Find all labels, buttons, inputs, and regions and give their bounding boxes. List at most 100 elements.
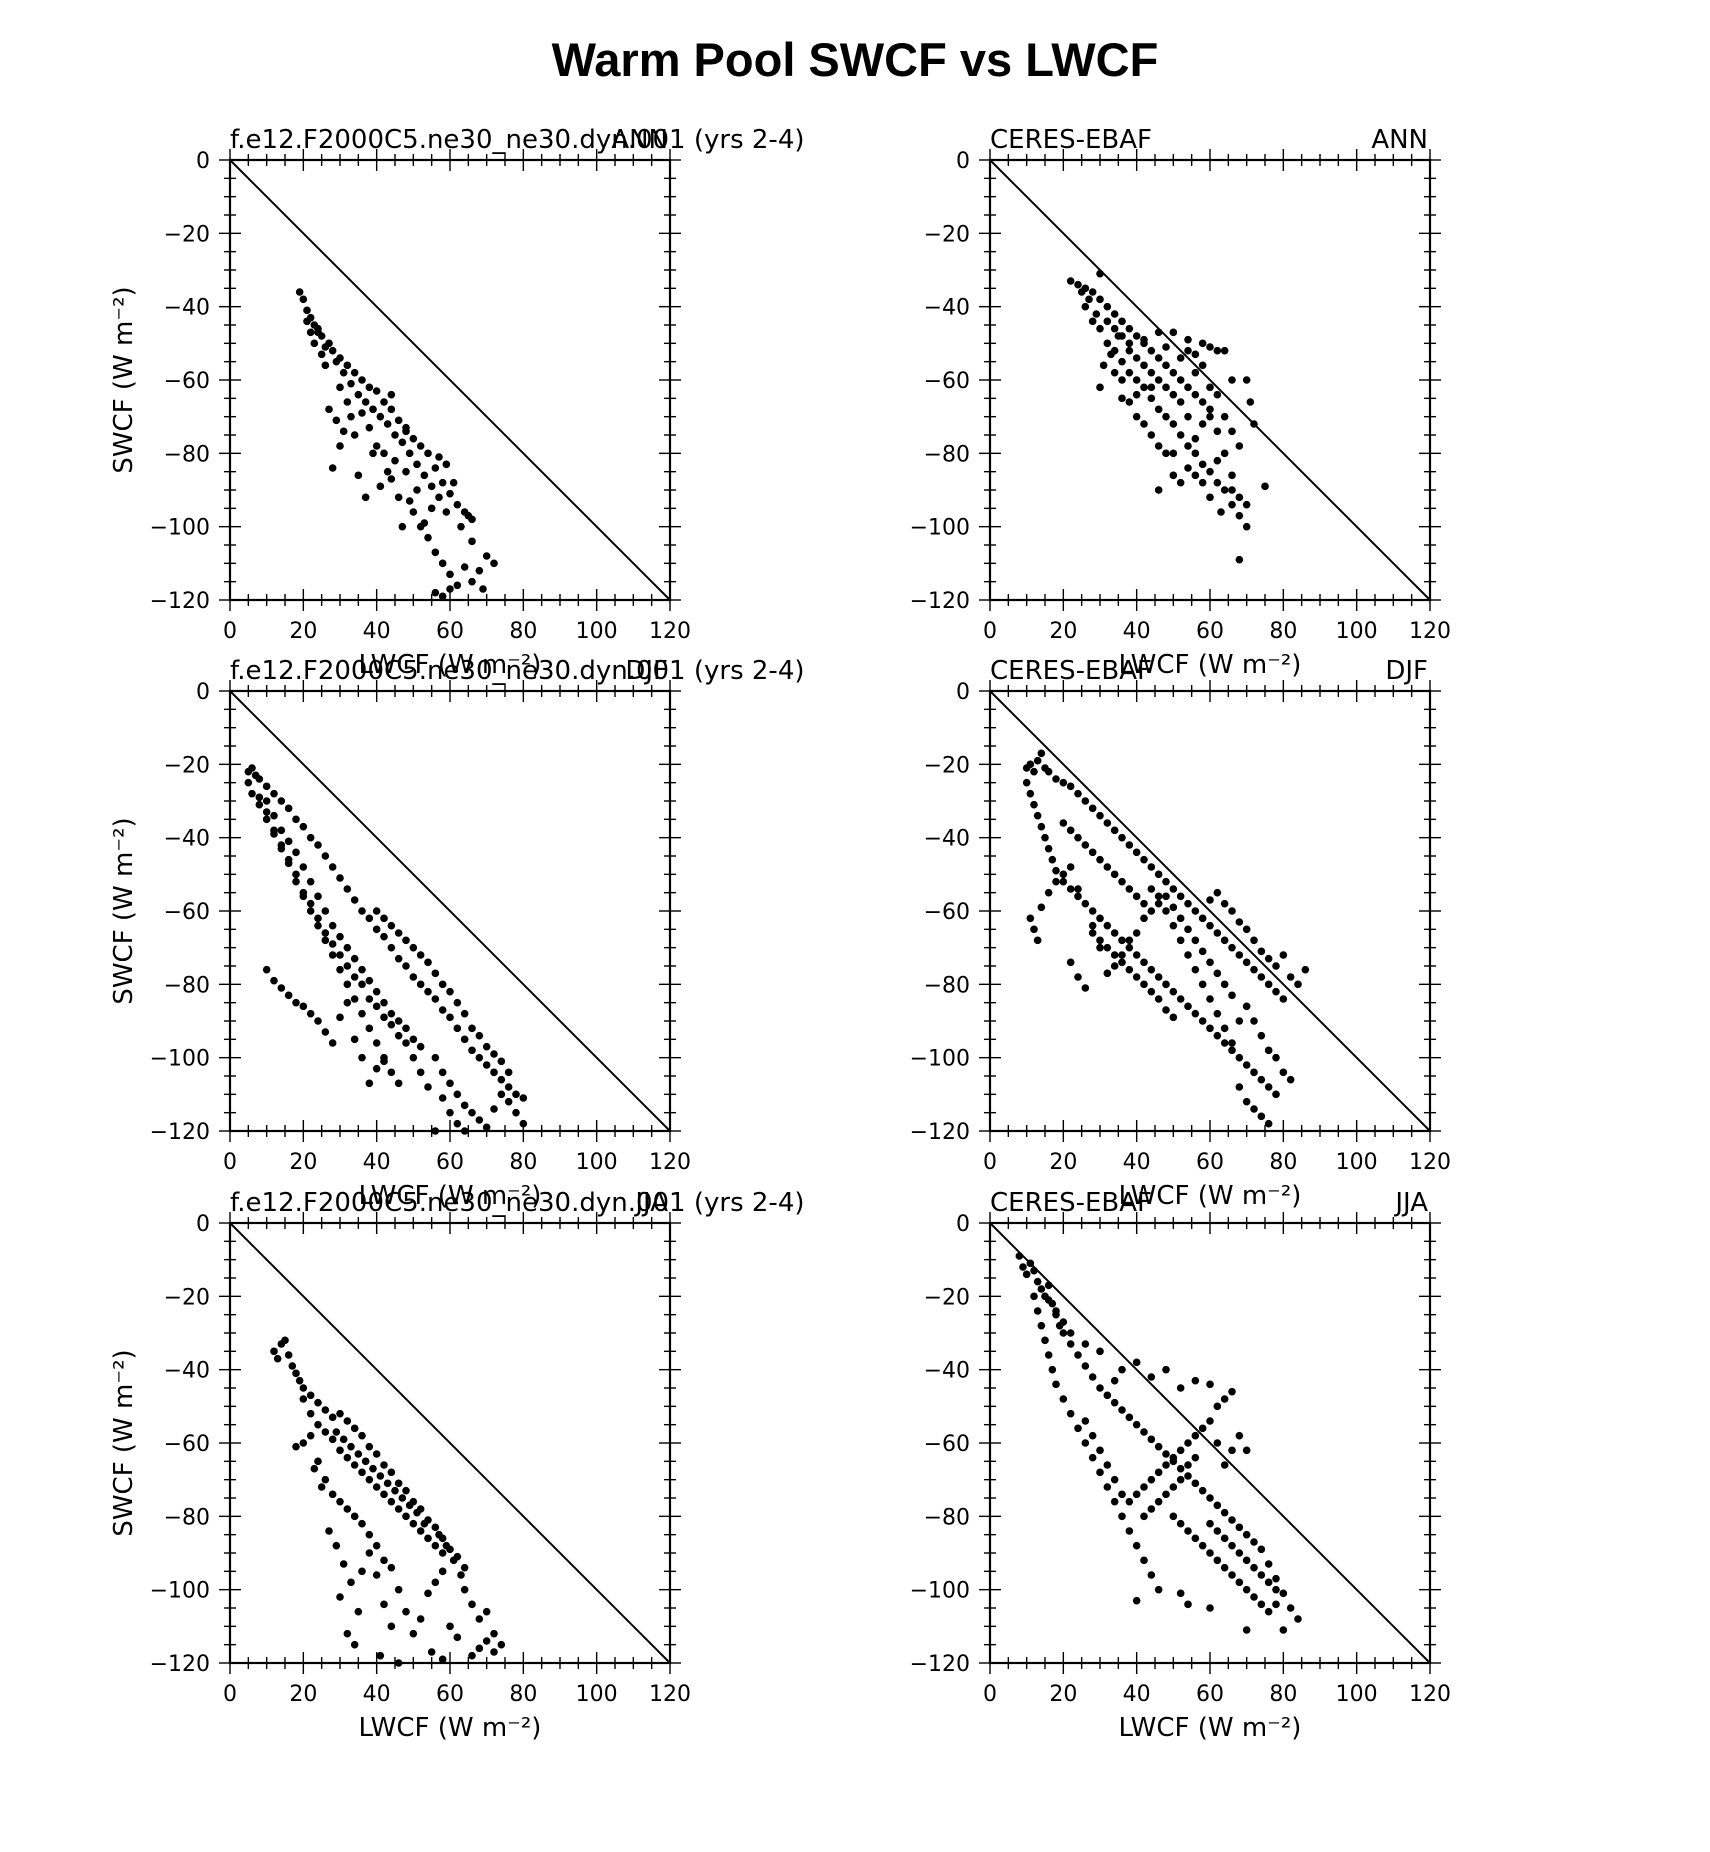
scatter-point [1103,317,1112,326]
scatter-point [1096,269,1104,278]
scatter-point [1176,914,1185,923]
scatter-point [1198,1424,1207,1433]
y-tick-label: 0 [956,149,970,174]
scatter-point [416,442,425,450]
scatter-point [372,1039,381,1047]
figure-title: Warm Pool SWCF vs LWCF [552,33,1159,86]
scatter-point [1169,1013,1178,1022]
scatter-point [1140,383,1148,392]
scatter-point [332,416,341,425]
scatter-point [1228,1541,1236,1550]
scatter-point [1048,1365,1057,1374]
scatter-point [358,409,366,417]
scatter-point [460,1585,469,1594]
scatter-point [1242,500,1251,509]
scatter-point [255,775,264,783]
scatter-point [394,929,403,937]
scatter-point [365,1475,374,1484]
scatter-point [1246,398,1255,406]
scatter-point [1191,1009,1200,1018]
scatter-point [504,1097,513,1106]
scatter-point [453,1024,462,1033]
scatter-point [424,987,432,996]
scatter-point [1235,555,1244,564]
scatter-point [497,1075,506,1084]
scatter-point [427,504,436,513]
y-tick-label: −40 [164,1359,210,1384]
scatter-point [321,936,330,945]
scatter-point [1041,1336,1049,1345]
scatter-point [490,559,498,568]
reference-line [989,690,1431,1132]
scatter-point [497,1057,506,1066]
scatter-point [1250,1068,1258,1077]
scatter-point [361,493,370,502]
x-tick-label: 120 [649,1150,691,1175]
scatter-point [306,328,315,337]
scatter-point [1110,929,1119,937]
scatter-point [1044,1296,1053,1304]
scatter-point [460,1127,469,1135]
scatter-point [306,1431,315,1440]
scatter-point [402,1039,410,1047]
scatter-point [1125,339,1134,348]
scatter-point [336,1446,344,1455]
x-tick-label: 80 [1269,619,1297,644]
minor-ticks [219,1212,681,1674]
y-axis-title: SWCF (W m⁻²) [109,817,139,1004]
scatter-point [1118,877,1126,886]
scatter-point [1162,1490,1170,1499]
scatter-point [314,921,322,930]
scatter-point [482,1607,491,1616]
scatter-point [1110,1497,1119,1506]
scatter-point [1279,1068,1288,1077]
scatter-point [1228,1571,1236,1579]
scatter-point [1220,1508,1229,1517]
scatter-point [1286,1075,1295,1084]
scatter-point [372,1002,381,1011]
scatter-point [350,431,359,439]
scatter-point [295,1376,304,1385]
scatter-panel: 0 20 40 60 80 100 120 0 −20 −40 −60 −80 −100 −120 f.e1… [109,656,805,1211]
scatter-point [1228,1039,1236,1047]
scatter-point [1081,1417,1090,1425]
scatter-point [292,870,300,879]
scatter-point [1169,1453,1178,1462]
scatter-point [1264,980,1273,989]
scatter-point [350,368,359,377]
scatter-point [358,1567,366,1576]
reference-line [989,159,1431,601]
scatter-point [1096,295,1104,304]
scatter-point [431,1127,440,1135]
scatter-point [328,921,337,930]
x-tick-label: 40 [1123,1150,1151,1175]
scatter-point [438,1006,447,1014]
scatter-point [435,1530,443,1539]
scatter-point [284,837,293,846]
scatter-point [402,1486,410,1495]
x-tick-label: 60 [1196,1150,1224,1175]
x-axis-title: LWCF (W m⁻²) [1119,1713,1302,1743]
scatter-panel: 0 20 40 60 80 100 120 0 −20 −40 −60 −80 −100 −120 CERE… [910,1188,1451,1743]
scatter-point [372,1571,381,1579]
scatter-point [1103,1483,1112,1491]
scatter-point [262,808,271,816]
scatter-point [1066,1340,1075,1348]
scatter-point [321,1428,330,1436]
scatter-point [1022,778,1031,787]
scatter-point [299,1439,308,1447]
scatter-point [416,1615,425,1623]
scatter-point [409,1053,418,1062]
x-tick-label: 120 [649,619,691,644]
scatter-point [416,1068,425,1077]
y-tick-label: −100 [150,1579,210,1604]
y-tick-label: −60 [164,900,210,925]
scatter-panel: 0 20 40 60 80 100 120 0 −20 −40 −60 −80 −100 −120 CERE… [910,125,1451,680]
scatter-point [1125,346,1134,355]
scatter-point [347,1578,355,1587]
scatter-point [336,1013,344,1022]
scatter-point [394,1017,403,1025]
scatter-point [372,1541,381,1550]
x-tick-label: 100 [1336,619,1378,644]
